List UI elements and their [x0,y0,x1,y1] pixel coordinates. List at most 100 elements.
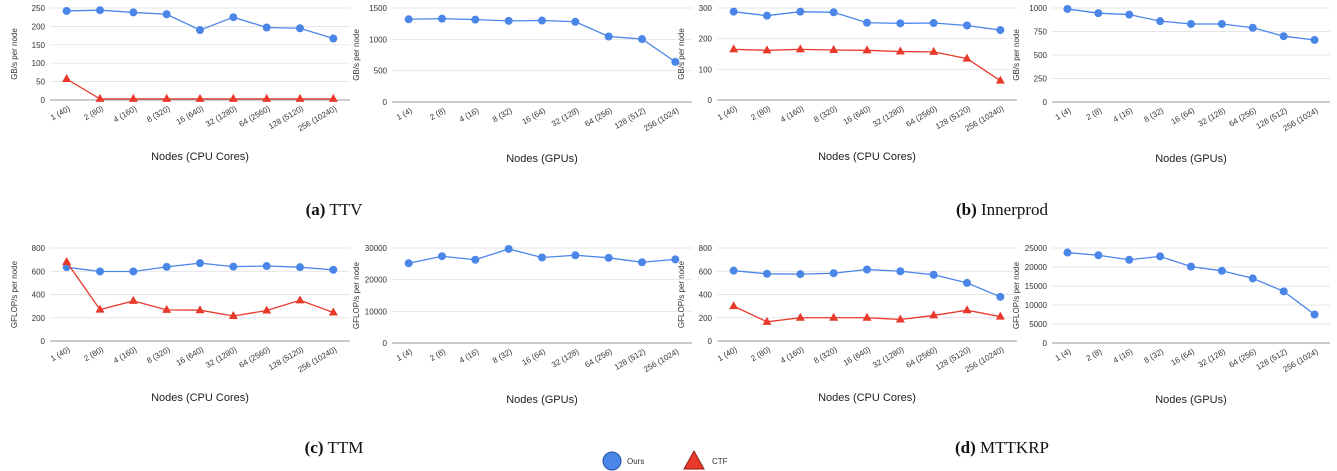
data-point-ours [162,262,171,271]
data-point-ours [571,251,580,260]
x-tick-label: 256 (1024) [1282,106,1320,133]
x-tick-label: 2 (8) [428,347,447,363]
x-tick-label: 2 (80) [749,345,772,363]
data-point-ctf [195,305,205,314]
y-axis-title: GB/s per node [1012,29,1021,81]
data-point-ours [571,17,580,26]
x-tick-label: 1 (40) [716,345,739,363]
data-point-ctf [729,44,739,53]
x-axis-title: Nodes (GPUs) [506,153,578,165]
series-line-ours [66,9,334,40]
data-point-ours [262,262,271,271]
y-axis-title: GFLOP/s per node [677,260,686,328]
data-point-ours [1279,32,1288,41]
y-tick-label: 0 [41,96,46,105]
y-tick-label: 400 [699,291,713,300]
data-point-ours [229,13,238,22]
data-point-ours [1310,310,1319,319]
y-tick-label: 1000 [369,35,387,44]
chart-ttm-cpu: 0 200 400 600 800 1 (40) 2 (80) 4 (160) 8 (320) 1… [10,244,350,404]
data-point-ours [229,262,238,271]
data-point-ours [1125,255,1134,264]
y-axis-title: GFLOP/s per node [352,261,361,329]
data-point-ours [438,252,446,261]
x-tick-label: 2 (80) [82,345,105,363]
y-tick-label: 600 [699,267,713,276]
x-axis-title: Nodes (CPU Cores) [818,151,916,163]
chart-ttm-gpu: 0 10000 20000 30000 1 (4) 2 (8) 4 (16) 8 (32) 16… [352,244,692,406]
x-axis-title: Nodes (CPU Cores) [151,392,249,404]
x-tick-label: 16 (640) [175,104,206,127]
data-point-ours [638,258,646,267]
x-tick-label: 8 (32) [1143,106,1166,124]
x-tick-label: 64 (2560) [905,345,939,370]
data-point-ours [1156,252,1165,261]
data-point-ours [1279,287,1288,296]
data-point-ours [796,7,805,16]
x-tick-label: 8 (32) [491,106,514,124]
data-point-ctf [128,295,138,304]
y-tick-label: 1500 [369,4,387,13]
data-point-ours [1217,19,1226,28]
x-tick-label: 8 (320) [145,345,172,366]
x-axis-title: Nodes (GPUs) [1155,153,1227,165]
x-tick-label: 16 (640) [842,104,873,127]
y-tick-label: 800 [32,244,46,253]
y-axis-title: GB/s per node [677,28,686,80]
data-point-ctf [95,304,105,313]
data-point-ours [996,26,1005,35]
x-tick-label: 32 (1280) [871,345,905,370]
data-point-ctf [962,305,972,314]
data-point-ours [504,16,513,25]
x-tick-label: 1 (40) [49,345,72,363]
data-point-ours [604,253,613,262]
legend-ours-marker [602,451,622,471]
data-point-ctf [829,312,839,321]
data-point-ours [929,270,938,279]
data-point-ours [96,6,104,15]
data-point-ours [896,19,905,28]
x-tick-label: 16 (640) [842,345,873,368]
data-point-ctf [795,44,805,53]
x-tick-label: 2 (8) [428,106,447,122]
x-tick-label: 4 (16) [1112,347,1135,365]
x-tick-label: 32 (128) [550,347,581,370]
y-tick-label: 750 [1034,28,1048,37]
x-tick-label: 8 (32) [491,347,514,365]
data-point-ctf [328,93,338,102]
y-tick-label: 250 [32,4,46,13]
y-tick-label: 20000 [365,276,388,285]
data-point-ctf [895,314,905,323]
data-point-ctf [128,93,138,102]
data-point-ctf [228,93,238,102]
x-tick-label: 4 (160) [112,104,139,125]
data-point-ours [996,292,1005,301]
data-point-ctf [62,256,72,265]
x-tick-label: 64 (2560) [238,104,272,129]
data-point-ours [1217,266,1226,275]
data-point-ours [296,263,304,272]
y-tick-label: 500 [374,67,388,76]
y-tick-label: 20000 [1025,263,1048,272]
y-tick-label: 10000 [1025,301,1048,310]
x-axis-title: Nodes (GPUs) [1155,394,1227,406]
y-tick-label: 200 [32,22,46,31]
data-point-ctf [95,93,105,102]
x-tick-label: 32 (1280) [871,104,905,129]
x-tick-label: 64 (256) [583,106,614,129]
x-tick-label: 2 (80) [749,104,772,122]
data-point-ours [196,26,204,35]
x-tick-label: 32 (1280) [204,104,238,129]
x-tick-label: 2 (80) [82,104,105,122]
data-point-ours [404,259,413,268]
data-point-ours [538,253,546,262]
y-tick-label: 0 [1043,98,1048,107]
x-tick-label: 32 (128) [1197,347,1228,370]
data-point-ours [1310,35,1319,44]
data-point-ours [538,16,546,25]
x-axis-title: Nodes (CPU Cores) [818,392,916,404]
data-point-ours [729,266,738,275]
data-point-ours [963,278,971,287]
y-tick-label: 0 [1043,339,1048,348]
